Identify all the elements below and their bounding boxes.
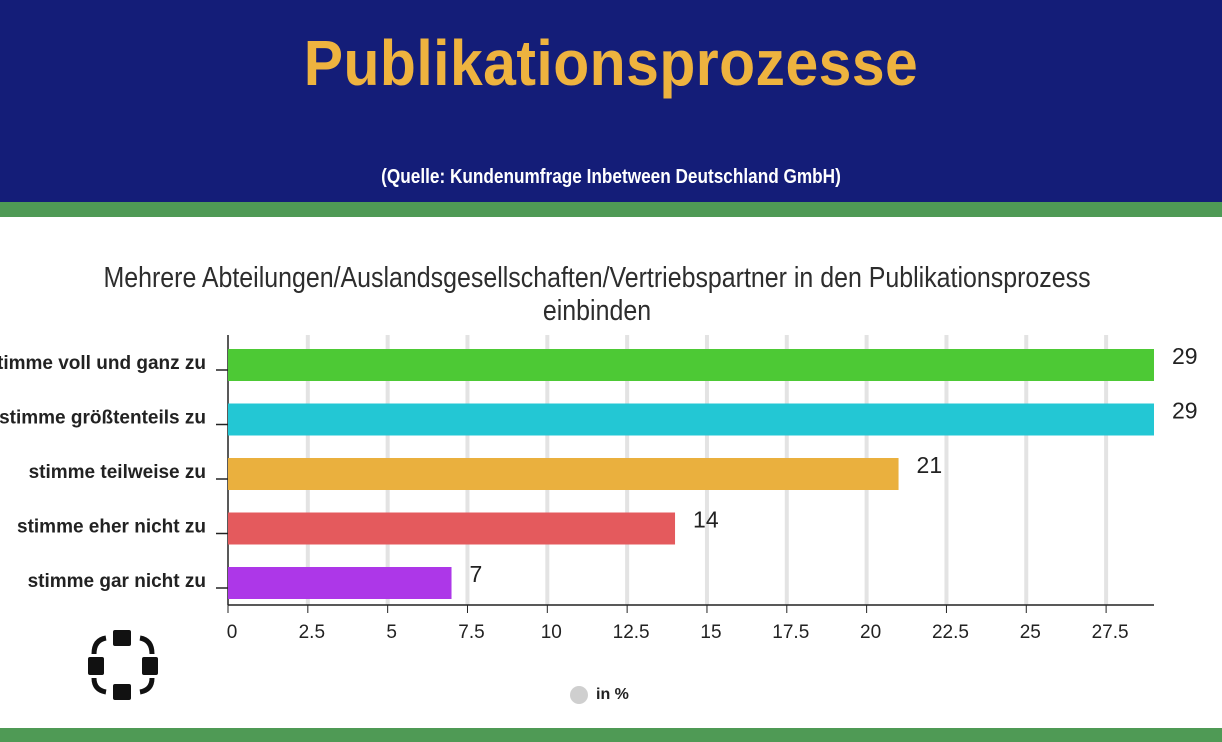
value-label: 21 (917, 452, 943, 478)
divider-bottom (0, 728, 1222, 742)
bar (228, 512, 676, 545)
value-label: 14 (693, 507, 719, 533)
page-title: Publikationsprozesse (303, 27, 919, 99)
divider-top (0, 202, 1222, 217)
category-label: stimme gar nicht zu (28, 571, 206, 592)
x-tick-label: 7.5 (458, 622, 484, 643)
category-label: stimme teilweise zu (29, 462, 206, 483)
legend-marker (570, 686, 588, 704)
value-label: 7 (470, 561, 483, 587)
bar (228, 349, 1154, 381)
category-label: stimme voll und ganz zu (0, 353, 206, 374)
x-tick-label: 17.5 (772, 622, 809, 643)
bar (228, 458, 899, 490)
x-tick-label: 10 (541, 622, 562, 643)
x-tick-label: 2.5 (299, 622, 325, 643)
header-banner (0, 0, 1222, 202)
chart-title: Mehrere Abteilungen/Auslandsgesellschaft… (103, 262, 1091, 327)
x-tick-label: 5 (386, 622, 397, 643)
x-tick-label: 25 (1020, 622, 1041, 643)
legend-label: in % (596, 686, 629, 703)
x-tick-label: 22.5 (932, 622, 969, 643)
category-label: stimme eher nicht zu (17, 517, 206, 538)
x-tick-label: 12.5 (613, 622, 650, 643)
x-tick-label: 27.5 (1092, 622, 1129, 643)
category-label: stimme größtenteils zu (0, 408, 206, 429)
bar (228, 567, 452, 599)
bar (228, 403, 1154, 436)
value-label: 29 (1172, 343, 1198, 369)
network-nodes-icon (84, 628, 162, 702)
legend: in % (570, 684, 629, 706)
value-label: 29 (1172, 398, 1198, 424)
x-tick-label: 15 (700, 622, 721, 643)
x-tick-label: 20 (860, 622, 881, 643)
x-tick-label: 0 (227, 622, 238, 643)
source-note: (Quelle: Kundenumfrage Inbetween Deutsch… (381, 166, 841, 188)
